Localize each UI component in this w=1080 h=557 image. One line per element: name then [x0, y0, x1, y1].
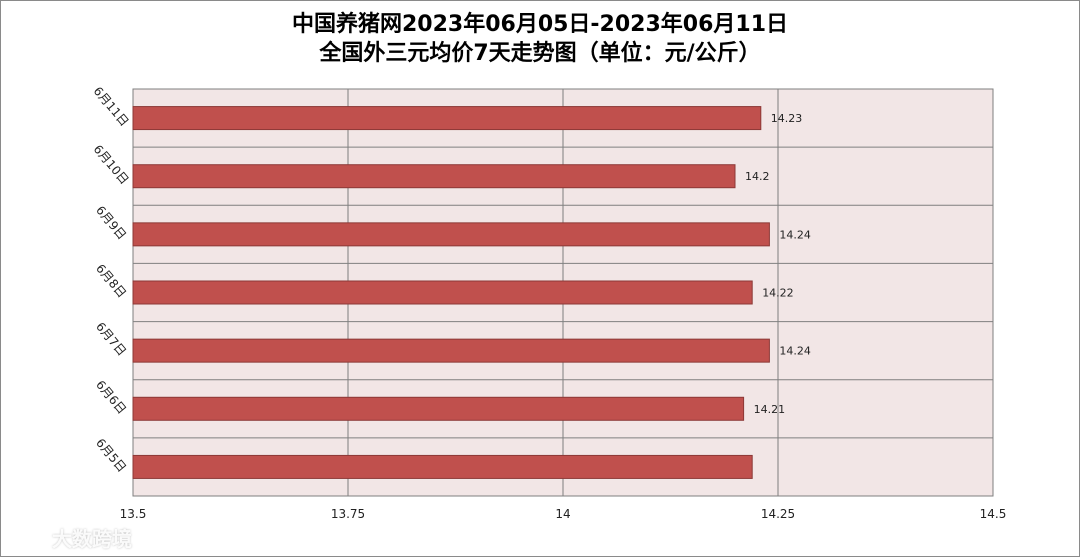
watermark: 大数跨境 — [6, 522, 132, 552]
category-label: 6月7日 — [93, 320, 129, 359]
data-label: 14.24 — [779, 345, 811, 358]
watermark-text: 大数跨境 — [52, 526, 132, 551]
data-label: 14.22 — [762, 287, 794, 300]
category-label: 6月10日 — [91, 142, 132, 187]
chart-subtitle: 全国外三元均价7天走势图（单位：元/公斤） — [319, 41, 761, 66]
data-label: 14.24 — [779, 228, 811, 241]
bar — [132, 280, 753, 305]
bar — [132, 338, 770, 363]
category-label: 6月5日 — [93, 436, 129, 475]
data-label: 14.21 — [754, 403, 786, 416]
x-tick-label: 14 — [555, 507, 570, 521]
category-label: 6月8日 — [93, 261, 129, 300]
bar — [132, 396, 745, 421]
bar — [132, 222, 770, 247]
category-label: 6月6日 — [93, 378, 129, 417]
category-label: 6月11日 — [91, 84, 132, 129]
chart-title: 中国养猪网2023年06月05日-2023年06月11日 — [291, 12, 789, 37]
bar — [132, 106, 762, 131]
x-tick-label: 14.5 — [980, 507, 1007, 521]
category-label: 6月9日 — [93, 203, 129, 242]
bar — [132, 164, 736, 189]
data-label: 14.2 — [745, 170, 770, 183]
watermark-logo-icon — [7, 526, 48, 549]
x-tick-label: 13.5 — [120, 507, 147, 521]
data-label: 14.23 — [771, 112, 803, 125]
x-tick-label: 14.25 — [761, 507, 795, 521]
bar — [132, 454, 753, 479]
x-tick-label: 13.75 — [331, 507, 365, 521]
chart-title-block: 中国养猪网2023年06月05日-2023年06月11日 全国外三元均价7天走势… — [0, 10, 1080, 68]
